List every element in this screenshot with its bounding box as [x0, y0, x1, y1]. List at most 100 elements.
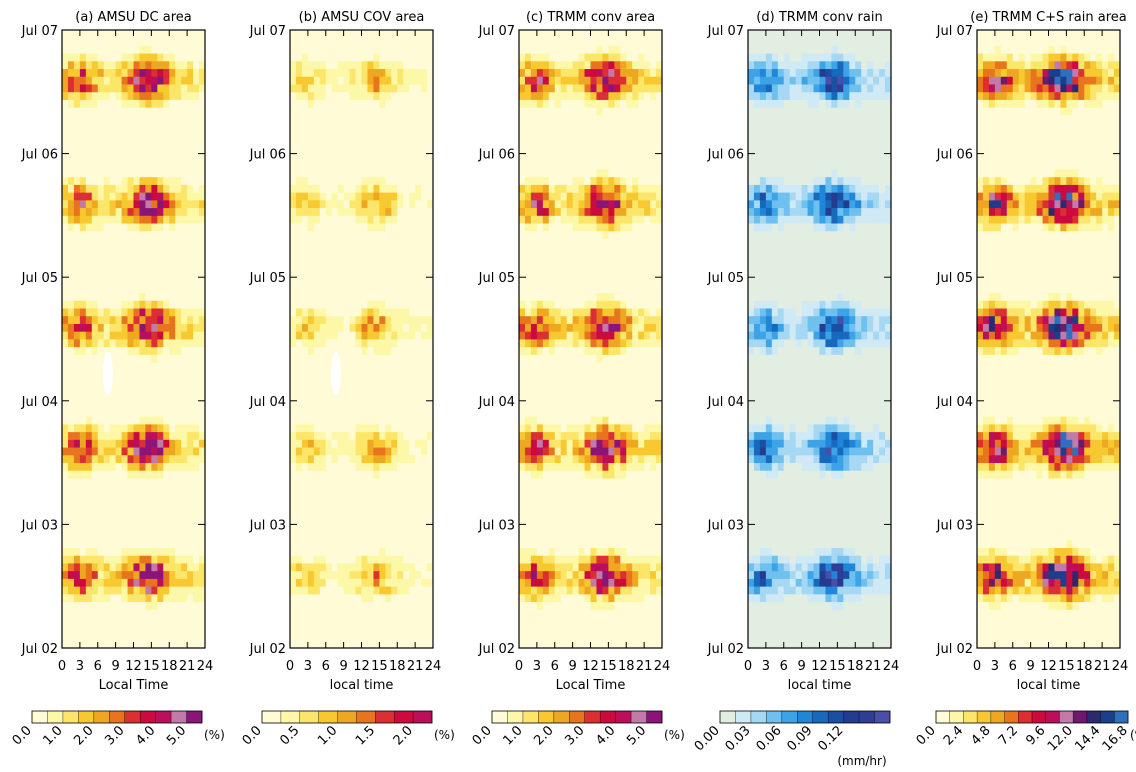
- heatmap-cell: [344, 115, 350, 123]
- heatmap-cell: [128, 640, 134, 648]
- heatmap-cell: [187, 640, 193, 648]
- heatmap-cell: [110, 578, 116, 586]
- heatmap-cell: [92, 432, 98, 440]
- heatmap-cell: [421, 401, 427, 409]
- heatmap-cell: [151, 277, 157, 285]
- heatmap-cell: [181, 246, 187, 254]
- heatmap-cell: [620, 393, 626, 401]
- heatmap-cell: [379, 215, 385, 223]
- heatmap-cell: [139, 84, 145, 92]
- heatmap-cell: [555, 509, 561, 517]
- heatmap-cell: [367, 53, 373, 61]
- heatmap-cell: [415, 208, 421, 216]
- heatmap-cell: [350, 602, 356, 610]
- heatmap-cell: [98, 640, 104, 648]
- heatmap-cell: [385, 239, 391, 247]
- colorbar-a: 0.0 1.0 2.0 3.0 4.0 5.0 (%): [10, 711, 225, 748]
- heatmap-cell: [80, 378, 86, 386]
- heatmap-cell: [86, 354, 92, 362]
- heatmap-cell: [344, 316, 350, 324]
- heatmap-cell: [332, 231, 338, 239]
- heatmap-cell: [608, 633, 614, 641]
- heatmap-cell: [367, 524, 373, 532]
- heatmap-cell: [379, 362, 385, 370]
- heatmap-cell: [302, 45, 308, 53]
- heatmap-cell: [98, 169, 104, 177]
- heatmap-cell: [373, 416, 379, 424]
- heatmap-cell: [421, 107, 427, 115]
- heatmap-cell: [104, 439, 110, 447]
- heatmap-cell: [367, 231, 373, 239]
- heatmap-cell: [391, 571, 397, 579]
- heatmap-cell: [104, 339, 110, 347]
- heatmap-cell: [585, 509, 591, 517]
- heatmap-cell: [403, 53, 409, 61]
- heatmap-cell: [332, 524, 338, 532]
- heatmap-cell: [344, 354, 350, 362]
- heatmap-cell: [139, 548, 145, 556]
- heatmap-cell: [379, 223, 385, 231]
- heatmap-cell: [193, 540, 199, 548]
- heatmap-cell: [181, 571, 187, 579]
- heatmap-cell: [296, 161, 302, 169]
- heatmap-cell: [403, 192, 409, 200]
- heatmap-cell: [561, 501, 567, 509]
- heatmap-cell: [385, 254, 391, 262]
- heatmap-cell: [579, 540, 585, 548]
- heatmap-cell: [415, 378, 421, 386]
- heatmap-cell: [367, 602, 373, 610]
- heatmap-cell: [561, 463, 567, 471]
- heatmap-cell: [585, 393, 591, 401]
- heatmap-cell: [62, 494, 68, 502]
- heatmap-cell: [122, 92, 128, 100]
- heatmap-cell: [567, 532, 573, 540]
- heatmap-cell: [373, 324, 379, 332]
- heatmap-cell: [110, 517, 116, 525]
- heatmap-cell: [397, 215, 403, 223]
- heatmap-cell: [290, 262, 296, 270]
- heatmap-cell: [531, 370, 537, 378]
- heatmap-cell: [644, 478, 650, 486]
- heatmap-cell: [620, 625, 626, 633]
- heatmap-cell: [391, 92, 397, 100]
- heatmap-cell: [157, 331, 163, 339]
- heatmap-cell: [181, 115, 187, 123]
- heatmap-cell: [350, 208, 356, 216]
- heatmap-cell: [175, 316, 181, 324]
- heatmap-cell: [139, 563, 145, 571]
- heatmap-cell: [379, 84, 385, 92]
- heatmap-cell: [169, 524, 175, 532]
- heatmap-cell: [314, 92, 320, 100]
- heatmap-cell: [92, 130, 98, 138]
- heatmap-cell: [92, 45, 98, 53]
- heatmap-cell: [421, 532, 427, 540]
- heatmap-cell: [92, 100, 98, 108]
- heatmap-cell: [626, 540, 632, 548]
- heatmap-cell: [175, 107, 181, 115]
- heatmap-cell: [68, 138, 74, 146]
- heatmap-cell: [573, 640, 579, 648]
- heatmap-cell: [421, 239, 427, 247]
- panel-title: (b) AMSU COV area: [299, 10, 425, 25]
- heatmap-cell: [128, 185, 134, 193]
- heatmap-cell: [92, 409, 98, 417]
- heatmap-cell: [391, 316, 397, 324]
- heatmap-cell: [181, 38, 187, 46]
- heatmap-cell: [151, 100, 157, 108]
- heatmap-cell: [98, 192, 104, 200]
- heatmap-cell: [175, 123, 181, 131]
- heatmap-cell: [525, 586, 531, 594]
- heatmap-cell: [385, 625, 391, 633]
- heatmap-cell: [591, 563, 597, 571]
- heatmap-cell: [356, 200, 362, 208]
- heatmap-cell: [379, 254, 385, 262]
- heatmap-cell: [145, 154, 151, 162]
- heatmap-cell: [403, 331, 409, 339]
- heatmap-cell: [116, 100, 122, 108]
- heatmap-cell: [193, 447, 199, 455]
- heatmap-cell: [537, 324, 543, 332]
- heatmap-cell: [128, 76, 134, 84]
- heatmap-cell: [409, 439, 415, 447]
- heatmap-cell: [421, 262, 427, 270]
- y-tick-label: Jul 04: [249, 395, 286, 410]
